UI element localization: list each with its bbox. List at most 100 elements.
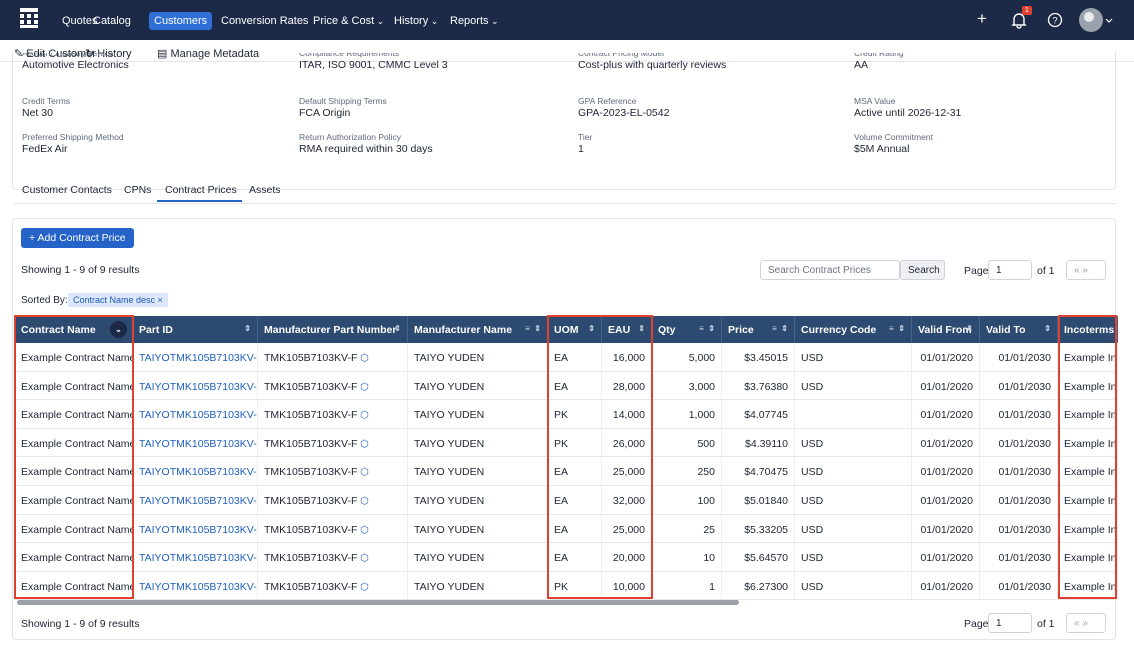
- table-cell: 14,000: [602, 400, 652, 429]
- part-icon[interactable]: ⬡: [357, 467, 369, 479]
- nav-item[interactable]: History: [389, 12, 443, 30]
- column-header[interactable]: Valid From ⇕: [912, 316, 980, 343]
- table-cell: Example Contract Name: [15, 514, 133, 544]
- tab[interactable]: Customer Contacts: [22, 184, 112, 196]
- part-icon[interactable]: ⬡: [357, 438, 369, 450]
- cell-text: USD: [801, 352, 824, 364]
- column-header[interactable]: Price ≡ ⇕: [722, 316, 795, 343]
- footer-page-label: Page: [964, 618, 989, 630]
- part-icon[interactable]: ⬡: [357, 496, 369, 507]
- sort-icon[interactable]: ⇕: [588, 324, 595, 333]
- column-header[interactable]: Qty ≡ ⇕: [652, 316, 722, 343]
- sort-icon[interactable]: ≡ ⇕: [889, 324, 905, 333]
- tab[interactable]: Assets: [249, 184, 281, 196]
- edit-customer[interactable]: ✎ Edit Customer: [14, 48, 96, 60]
- top-nav: Quotes Catalog Customers Conversion Rates Pr…: [0, 0, 1134, 40]
- table-cell[interactable]: TAIYOTMK105B7103KV-F: [133, 428, 258, 458]
- column-header[interactable]: EAU ⇕: [602, 316, 652, 343]
- sort-icon[interactable]: ⇕: [638, 324, 645, 333]
- table-cell[interactable]: TAIYOTMK105B7103KV-F: [133, 486, 258, 515]
- cell-text: TMK105B7103KV-F: [264, 352, 358, 364]
- sort-icon[interactable]: ≡ ⇕: [699, 324, 715, 333]
- horizontal-scrollbar[interactable]: [17, 600, 739, 605]
- table-cell: Example Inc: [1058, 514, 1118, 544]
- manage-metadata[interactable]: ▤ Manage Metadata: [157, 48, 260, 60]
- detail-label: Compliance Requirements: [299, 48, 400, 58]
- column-header[interactable]: UOM ⇕: [548, 316, 602, 343]
- cell-text: 01/01/2030: [998, 552, 1051, 565]
- table-cell[interactable]: TAIYOTMK105B7103KV-F: [133, 343, 258, 372]
- table-cell[interactable]: TAIYOTMK105B7103KV-F: [133, 514, 258, 544]
- table-cell[interactable]: TAIYOTMK105B7103KV-F: [133, 371, 258, 401]
- sort-icon[interactable]: ⇕: [244, 324, 251, 333]
- cell-text: TMK105B7103KV-F: [264, 380, 358, 393]
- nav-item[interactable]: Price & Cost: [308, 12, 389, 30]
- table-cell: 01/01/2030: [980, 457, 1058, 486]
- table-cell: 01/01/2020: [912, 543, 980, 572]
- detail-label: MSA Value: [854, 96, 896, 106]
- column-header[interactable]: Contract Name ⌄: [15, 316, 133, 343]
- table-cell: USD: [795, 543, 912, 572]
- logo: [20, 8, 38, 28]
- table-cell[interactable]: TAIYOTMK105B7103KV-F: [133, 457, 258, 486]
- part-icon[interactable]: ⬡: [357, 381, 369, 393]
- table-cell: 01/01/2020: [912, 371, 980, 401]
- cell-text: Example Inc: [1064, 380, 1118, 393]
- sort-chip[interactable]: Contract Name desc ×: [68, 293, 168, 307]
- history[interactable]: ↻ History: [85, 48, 132, 60]
- column-header[interactable]: Currency Code ≡ ⇕: [795, 316, 912, 343]
- help-icon[interactable]: ?: [1047, 12, 1063, 28]
- sort-icon[interactable]: ⇕: [966, 324, 973, 333]
- cell-text: Example Contract Name: [21, 580, 133, 593]
- sort-icon[interactable]: ≡ ⇕: [772, 324, 788, 333]
- column-header[interactable]: Valid To ⇕: [980, 316, 1058, 343]
- part-icon[interactable]: ⬡: [357, 524, 369, 536]
- tab[interactable]: Contract Prices: [165, 184, 237, 196]
- nav-item[interactable]: Customers: [149, 12, 213, 30]
- nav-item[interactable]: Catalog: [93, 15, 131, 27]
- column-header[interactable]: Manufacturer Name ≡ ⇕: [408, 316, 548, 343]
- part-icon[interactable]: ⬡: [357, 553, 369, 565]
- page-input[interactable]: 1: [988, 260, 1032, 280]
- sort-icon[interactable]: ⇕: [1044, 324, 1051, 333]
- cell-text: $4.70475: [744, 466, 788, 479]
- toolbar: ✎ Edit Customer ↻ History ▤ Manage Metad…: [0, 40, 1134, 62]
- cell-text: Example Inc: [1064, 409, 1118, 422]
- bell-icon[interactable]: [1011, 11, 1027, 29]
- table-cell[interactable]: TAIYOTMK105B7103KV-F: [133, 543, 258, 572]
- search-input[interactable]: Search Contract Prices: [760, 260, 900, 280]
- cell-text: $5.01840: [744, 495, 788, 507]
- table-cell[interactable]: TAIYOTMK105B7103KV-F: [133, 400, 258, 429]
- cell-text: Example Inc: [1064, 495, 1118, 507]
- tab[interactable]: CPNs: [124, 184, 152, 196]
- table-cell: 01/01/2030: [980, 371, 1058, 401]
- footer-pager-buttons[interactable]: « »: [1066, 613, 1106, 633]
- table-cell: EA: [548, 457, 602, 486]
- sort-icon[interactable]: ⇕: [394, 324, 401, 333]
- avatar[interactable]: [1078, 7, 1114, 33]
- cell-text: Example Inc: [1064, 552, 1118, 565]
- table-cell: TAIYO YUDEN: [408, 428, 548, 458]
- part-icon[interactable]: ⬡: [357, 353, 369, 364]
- add-icon[interactable]: +: [977, 9, 987, 28]
- table-cell: $3.76380: [722, 371, 795, 401]
- nav-item[interactable]: Quotes: [62, 15, 98, 27]
- cell-text: EA: [554, 352, 569, 364]
- part-icon[interactable]: ⬡: [357, 410, 369, 422]
- footer-page-input[interactable]: 1: [988, 613, 1032, 633]
- table-cell[interactable]: TAIYOTMK105B7103KV-F: [133, 571, 258, 600]
- column-header[interactable]: Manufacturer Part Number ⇕: [258, 316, 408, 343]
- column-header[interactable]: Incoterms: [1058, 316, 1118, 343]
- sort-icon[interactable]: ≡ ⇕: [525, 324, 541, 333]
- table-cell: Example Contract Name: [15, 457, 133, 486]
- detail-label: Credit Rating: [854, 48, 904, 58]
- nav-item[interactable]: Reports: [445, 12, 504, 30]
- cell-text: Example Inc: [1064, 466, 1118, 479]
- nav-item[interactable]: Conversion Rates: [221, 15, 309, 27]
- add-contract-price-button[interactable]: + Add Contract Price: [21, 228, 134, 248]
- part-icon[interactable]: ⬡: [357, 581, 369, 593]
- pager-buttons[interactable]: « »: [1066, 260, 1106, 280]
- sort-desc-button[interactable]: ⌄: [110, 321, 127, 338]
- search-button[interactable]: Search: [900, 260, 945, 280]
- column-header[interactable]: Part ID ⇕: [133, 316, 258, 343]
